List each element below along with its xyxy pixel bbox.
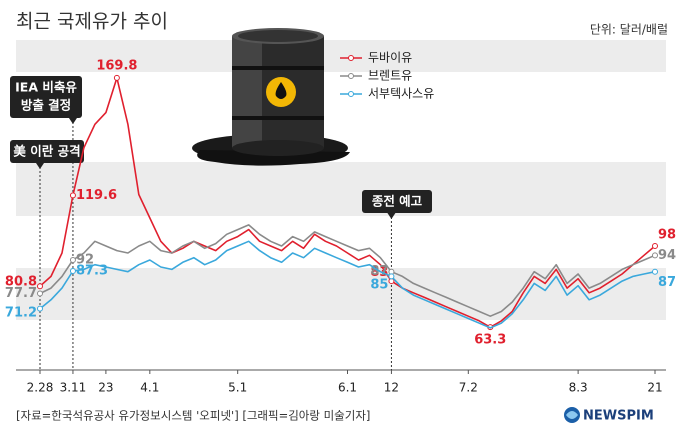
x-tick-label: 21 <box>647 381 662 395</box>
data-label: 169.8 <box>96 58 137 73</box>
legend-label: 브렌트유 <box>368 69 412 83</box>
x-tick-label: 23 <box>98 381 113 395</box>
x-tick-label: 2.28 <box>27 381 54 395</box>
annotation-text: 종전 예고 <box>372 194 423 209</box>
data-point <box>113 74 120 81</box>
x-tick-label: 7.2 <box>459 381 478 395</box>
annotation-box <box>10 76 82 118</box>
data-point <box>37 290 43 297</box>
series-line <box>39 77 656 328</box>
data-point <box>652 252 658 259</box>
data-point <box>69 257 76 263</box>
annotation-box <box>10 140 84 163</box>
annotation-pointer <box>387 213 396 219</box>
data-label: 80.8 <box>5 274 37 289</box>
data-label: 119.6 <box>76 188 117 203</box>
data-point <box>652 242 658 249</box>
data-label: 85 <box>370 278 388 293</box>
data-point <box>37 305 43 312</box>
x-tick-label: 8.3 <box>569 381 588 395</box>
legend-label: 서부텍사스유 <box>368 87 434 101</box>
legend-marker <box>348 55 354 61</box>
annotation-text: 방출 결정 <box>21 98 71 113</box>
unit-label: 단위: 달러/배럴 <box>590 23 668 37</box>
series-line <box>39 240 656 329</box>
data-label: 87.3 <box>76 264 108 279</box>
brand: NEWSPIM <box>583 409 654 424</box>
x-tick-label: 12 <box>384 381 399 395</box>
x-tick-label: 3.11 <box>60 381 87 395</box>
data-label: 71.2 <box>5 306 37 321</box>
data-label: 98 <box>658 227 676 242</box>
background-bands <box>16 40 666 320</box>
x-tick-label: 4.1 <box>140 381 159 395</box>
data-label: 92 <box>76 253 94 268</box>
chart-title: 최근 국제유가 추이 <box>16 11 168 33</box>
data-point <box>69 192 76 199</box>
data-point <box>69 268 76 274</box>
annotation-text: 美 이란 공격 <box>13 144 80 159</box>
legend-marker <box>348 73 354 79</box>
brand-logo: NEWSPIM <box>564 407 654 424</box>
annotation-pointer <box>68 118 77 124</box>
x-tick-label: 5.1 <box>228 381 247 395</box>
series-line <box>39 224 656 317</box>
data-point <box>37 283 43 290</box>
data-point <box>652 268 658 275</box>
x-tick-label: 6.1 <box>338 381 357 395</box>
data-label: 94 <box>658 248 676 263</box>
annotation-pointer <box>36 163 44 169</box>
oil-barrel-illustration <box>192 28 350 166</box>
data-label: 87 <box>658 275 676 290</box>
annotation-box <box>362 190 432 213</box>
legend-marker <box>348 91 354 97</box>
legend-label: 두바이유 <box>368 51 412 65</box>
data-point <box>388 273 395 280</box>
data-label: 63.3 <box>474 333 506 348</box>
data-label: 77.7 <box>5 286 37 301</box>
annotation-text: IEA 비축유 <box>15 80 77 95</box>
source-note: [자료=한국석유공사 유가정보시스템 '오피넷'] [그래픽=김아랑 미술기자] <box>16 409 370 423</box>
